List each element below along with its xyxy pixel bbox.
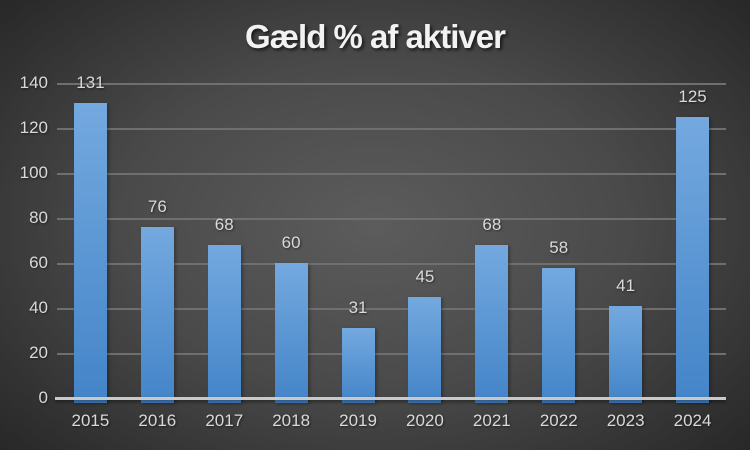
y-axis-tick-label: 100 (19, 163, 48, 182)
y-gridline (57, 173, 726, 175)
chart-title: Gæld % af aktiver (245, 18, 506, 55)
y-axis-tick-label: 80 (29, 208, 48, 227)
y-axis-tick-label: 140 (19, 73, 48, 92)
y-axis-tick-label: 60 (29, 253, 48, 272)
x-axis-line (55, 397, 726, 400)
y-gridline (57, 218, 726, 220)
bar-2023 (609, 305, 643, 403)
bar-2020 (408, 296, 442, 403)
x-axis-tick-label: 2022 (539, 411, 578, 430)
bar-value-label: 131 (76, 73, 105, 93)
bar-value-label: 68 (482, 215, 502, 234)
y-gridline (57, 128, 726, 130)
bar-2018 (274, 263, 308, 403)
bar-value-label: 58 (549, 237, 569, 257)
y-axis-tick-label: 120 (19, 118, 48, 137)
bar-2015 (73, 103, 107, 403)
bar-value-label: 45 (415, 266, 435, 286)
x-axis-tick-label: 2015 (71, 411, 110, 430)
x-axis-tick-label: 2021 (472, 411, 511, 430)
y-gridline (57, 353, 726, 355)
x-axis-tick-label: 2017 (205, 411, 244, 430)
y-axis-tick-label: 0 (38, 388, 48, 407)
x-axis-tick-label: 2019 (339, 411, 377, 430)
bar-value-label: 76 (147, 197, 167, 216)
bar-2016 (140, 227, 174, 403)
y-axis-tick-label: 20 (29, 343, 48, 362)
x-axis-tick-label: 2023 (606, 411, 645, 430)
y-gridline (57, 308, 726, 310)
bar-2017 (207, 245, 241, 403)
y-gridline (57, 83, 726, 85)
x-axis-tick-label: 2020 (406, 411, 444, 430)
bar-value-label: 60 (281, 233, 301, 252)
bar-2019 (341, 328, 375, 403)
bar-value-label: 41 (616, 275, 636, 295)
bar-value-label: 125 (678, 86, 707, 106)
bar-value-label: 68 (214, 215, 234, 234)
bar-2022 (542, 267, 576, 403)
x-axis-tick-label: 2024 (673, 411, 712, 430)
x-axis-tick-label: 2018 (272, 411, 311, 430)
bar-value-label: 31 (348, 298, 368, 318)
y-axis-tick-label: 40 (29, 298, 48, 317)
bar-2024 (676, 116, 710, 403)
y-gridline (57, 263, 726, 265)
x-axis-tick-label: 2016 (138, 411, 177, 430)
bar-2021 (475, 245, 509, 403)
